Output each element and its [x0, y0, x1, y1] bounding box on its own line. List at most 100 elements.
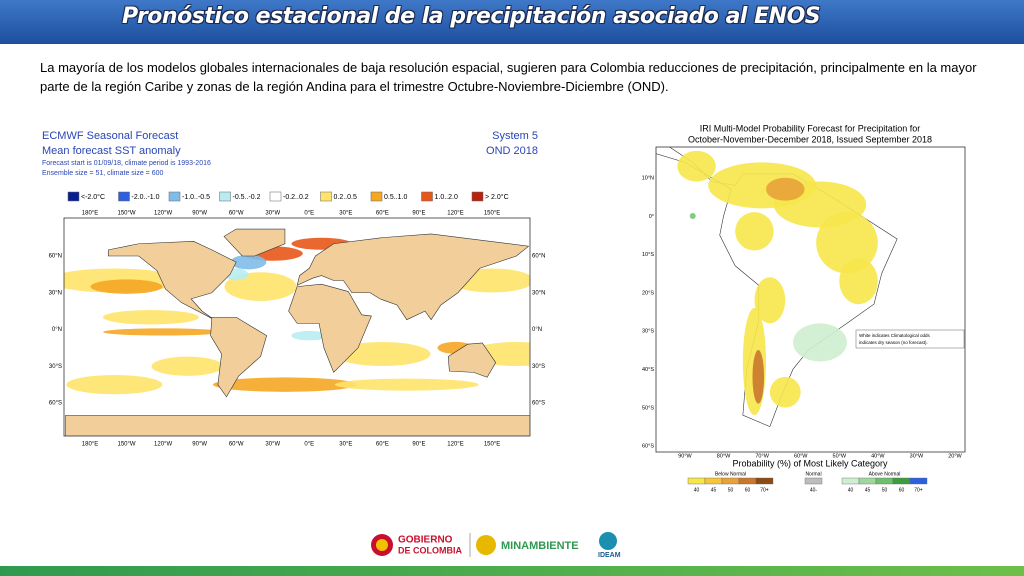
prob-patch	[754, 277, 786, 324]
lat-label: 60°S	[642, 444, 654, 450]
logo-text: GOBIERNO	[398, 535, 453, 546]
ecmwf-map	[64, 218, 530, 436]
legend-label: 60	[745, 487, 751, 493]
lat-label: 40°S	[642, 367, 654, 373]
prob-patch	[677, 150, 716, 182]
continent	[210, 316, 268, 398]
iri-title: October-November-December 2018, Issued S…	[688, 134, 932, 144]
prob-patch	[766, 177, 805, 201]
legend-label: 0.5..1.0	[384, 194, 407, 201]
lon-label: 20°W	[948, 453, 962, 459]
legend-label: 0.2..0.5	[334, 194, 357, 201]
legend-label: 45	[711, 487, 717, 493]
lon-label: 0°E	[304, 442, 314, 448]
lon-label: 150°E	[484, 442, 500, 448]
lat-label: 30°N	[49, 290, 62, 296]
legend-swatch	[320, 191, 332, 202]
iri-title: IRI Multi-Model Probability Forecast for…	[700, 123, 921, 133]
legend-swatch	[858, 477, 877, 485]
continent	[223, 228, 286, 257]
legend-swatch	[67, 191, 80, 202]
lon-label: 90°E	[412, 442, 425, 448]
prob-patch	[735, 212, 774, 251]
iri-map	[656, 147, 965, 452]
prob-patch	[793, 323, 847, 362]
lat-label: 0°	[649, 214, 654, 220]
lon-label: 40°W	[871, 453, 885, 459]
legend-label: 1.0..2.0	[435, 194, 458, 201]
legend-swatch	[269, 191, 282, 202]
legend-group-name: Above Normal	[869, 471, 901, 477]
lon-label: 180°E	[82, 442, 98, 448]
iri-note: White indicates Climatological odds	[859, 333, 931, 338]
legend-swatch	[755, 477, 774, 485]
legend-swatch	[875, 477, 894, 485]
legend-swatch	[219, 191, 231, 202]
lat-label: 60°N	[532, 254, 545, 260]
lon-label: 0°E	[304, 211, 314, 217]
legend-label: > 2.0°C	[485, 193, 509, 201]
legend-label: -0.5..-0.2	[233, 194, 261, 201]
legend-swatch	[892, 477, 911, 485]
sst-patch	[291, 330, 328, 341]
lat-label: 30°N	[532, 290, 545, 296]
footer-strip	[0, 566, 1024, 576]
legend-label: 50	[728, 487, 734, 493]
lat-label: 60°N	[49, 254, 62, 260]
legend-swatch	[687, 477, 706, 485]
prob-patch	[769, 376, 801, 408]
lon-label: 120°W	[154, 211, 172, 217]
slide-title: Pronóstico estacional de la precipitació…	[122, 4, 821, 29]
header-bar	[0, 0, 1024, 44]
lat-label: 60°S	[49, 401, 62, 407]
lat-label: 0°N	[52, 327, 62, 333]
prob-patch	[839, 258, 878, 305]
legend-label: 40	[694, 487, 700, 493]
logo-ideam	[599, 532, 617, 550]
lat-label: 60°S	[532, 401, 545, 407]
legend-label: 40-	[810, 487, 818, 493]
lon-label: 60°W	[229, 211, 244, 217]
lon-label: 90°W	[192, 211, 207, 217]
lon-label: 60°E	[376, 442, 389, 448]
sst-patch	[230, 254, 267, 270]
legend-label: 40	[848, 487, 854, 493]
legend-swatch	[370, 191, 383, 202]
lat-label: 10°S	[642, 252, 654, 258]
lon-label: 90°W	[192, 442, 207, 448]
sst-patch	[102, 310, 199, 325]
sst-patch	[212, 377, 357, 392]
logo-gobierno-inner	[376, 539, 388, 551]
legend-label: -1.0..-0.5	[182, 194, 210, 201]
logo-text: DE COLOMBIA	[398, 545, 462, 555]
legend-label: <-2.0°C	[81, 193, 105, 201]
legend-swatch	[721, 477, 740, 485]
legend-swatch	[168, 191, 181, 202]
prob-patch	[816, 212, 878, 274]
prob-patch	[752, 350, 765, 404]
legend-label: 50	[882, 487, 888, 493]
lon-label: 180°E	[82, 211, 98, 217]
sst-patch	[151, 356, 224, 376]
logo-text: IDEAM	[598, 552, 621, 559]
lat-label: 50°S	[642, 405, 654, 411]
lon-label: 80°W	[717, 453, 731, 459]
lat-label: 10°N	[642, 175, 654, 181]
lon-label: 150°W	[118, 211, 136, 217]
legend-label: -2.0..-1.0	[132, 194, 160, 201]
lat-label: 30°S	[642, 329, 654, 335]
legend-swatch	[841, 477, 860, 485]
legend-label: -0.2..0.2	[283, 194, 309, 201]
legend-swatch	[804, 477, 823, 485]
continent	[288, 283, 372, 373]
lon-label: 60°W	[794, 453, 808, 459]
ecmwf-frame	[63, 217, 531, 437]
iri-frame	[655, 146, 966, 453]
sst-patch	[90, 279, 163, 294]
legend-swatch	[738, 477, 757, 485]
sst-patch	[103, 328, 224, 336]
sst-patch	[334, 342, 431, 366]
legend-group-name: Below Normal	[715, 471, 746, 477]
